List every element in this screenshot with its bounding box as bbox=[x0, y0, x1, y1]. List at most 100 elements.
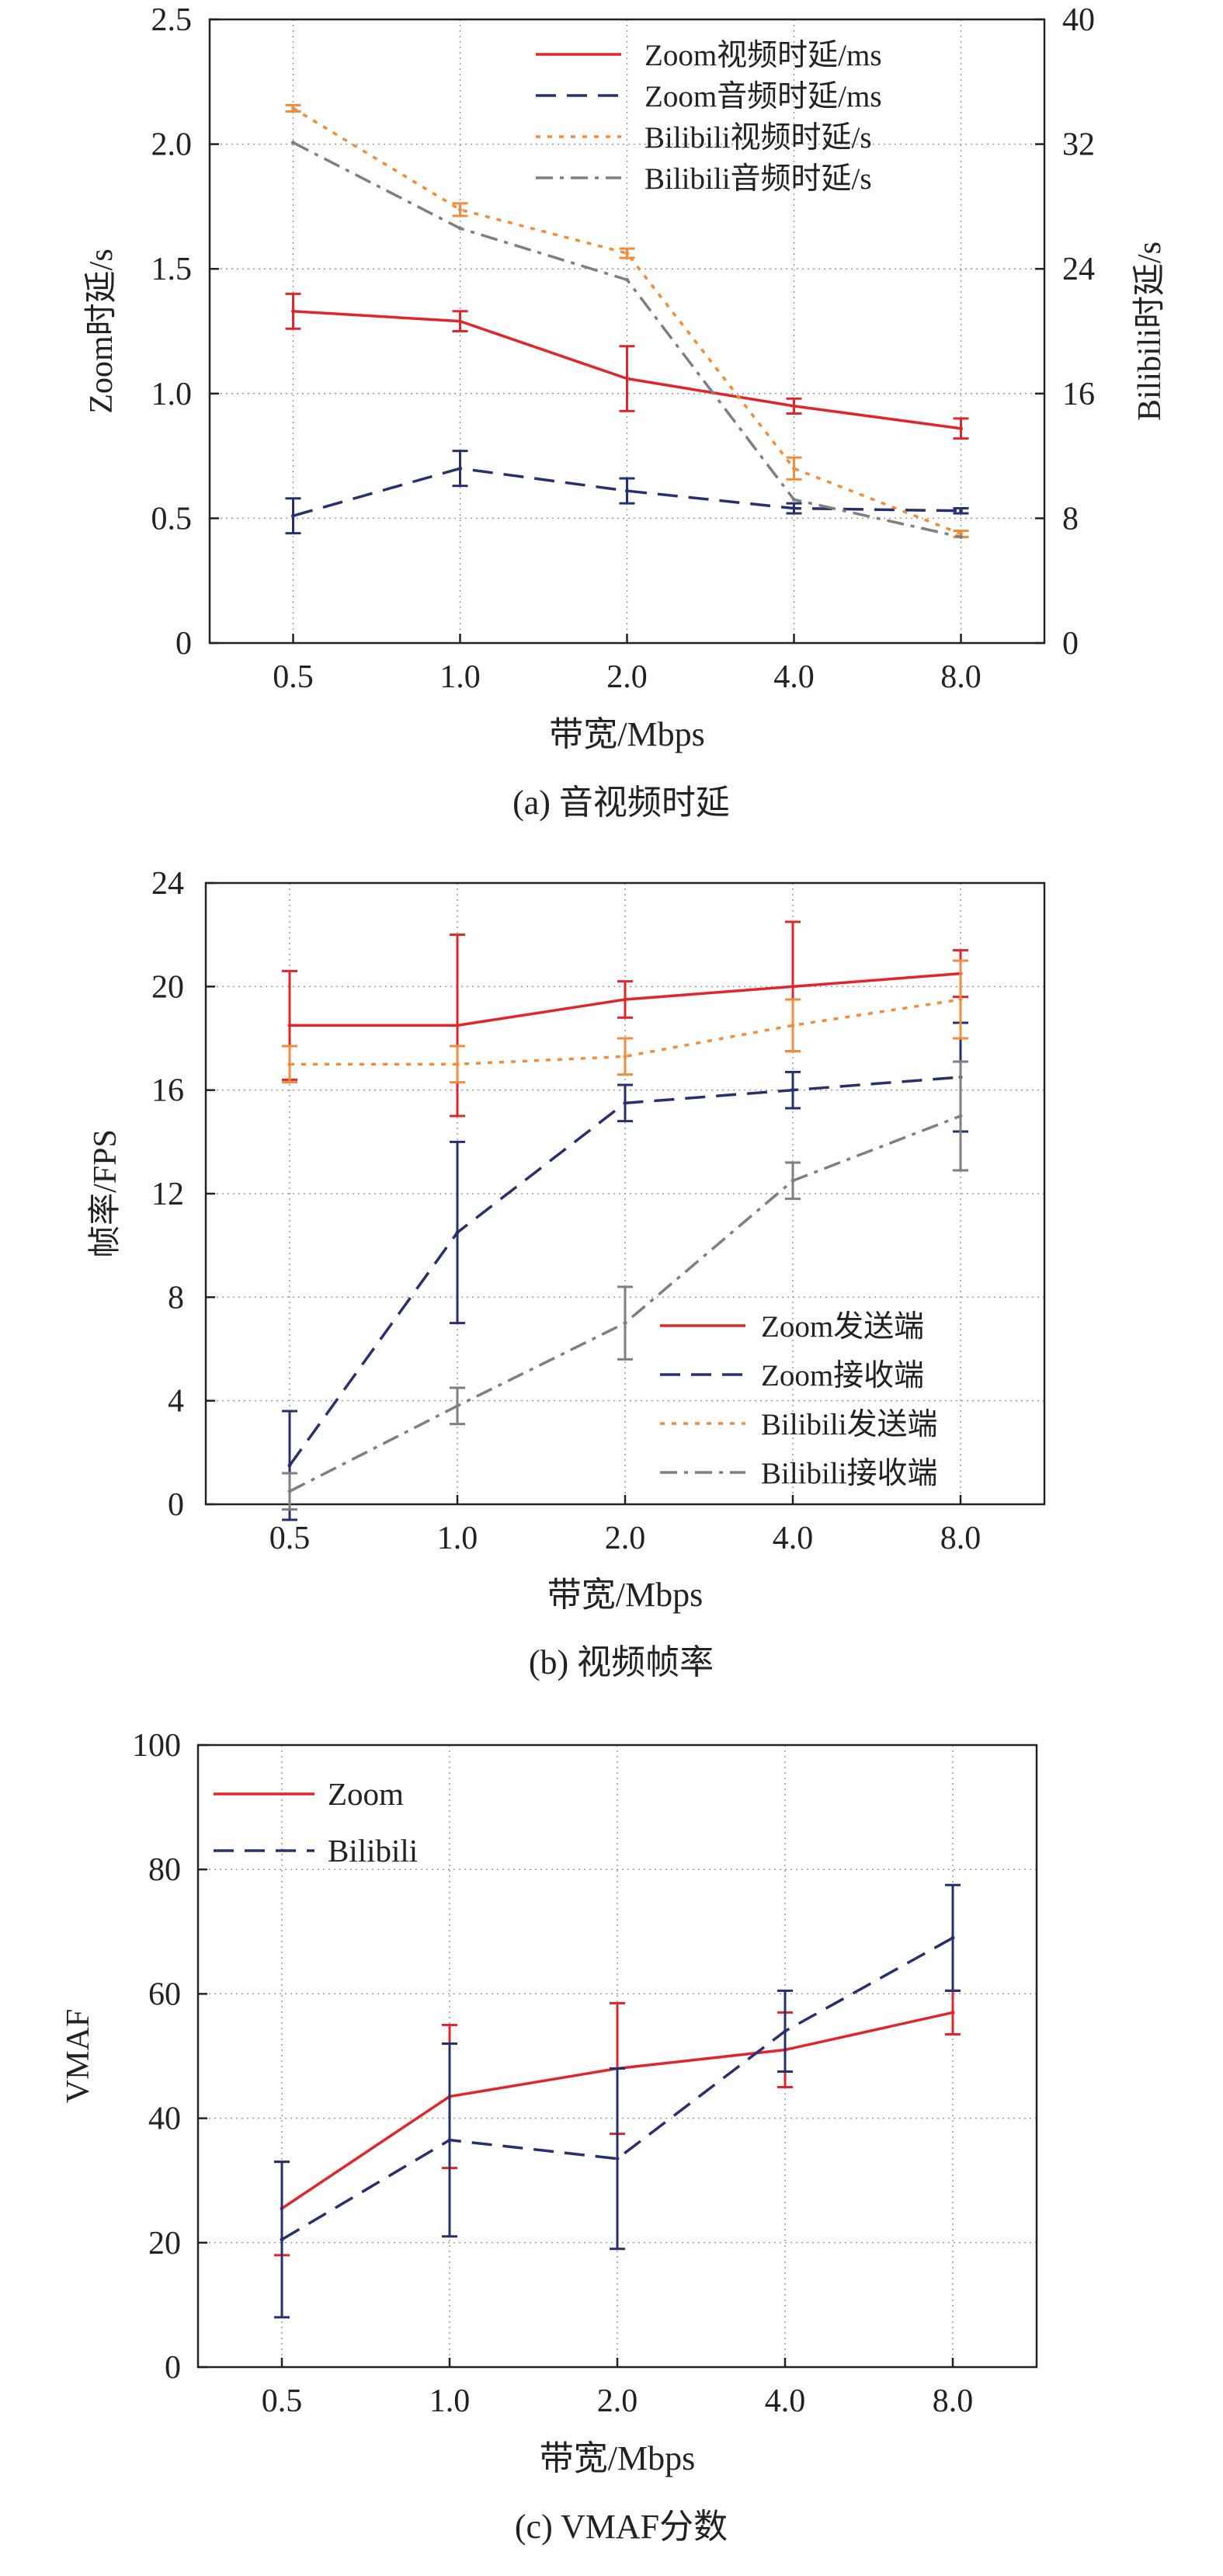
panel-caption: (c) VMAF分数 bbox=[515, 2508, 728, 2546]
data-point bbox=[287, 1023, 292, 1027]
series-line bbox=[292, 106, 962, 536]
legend-label: Bilibili接收端 bbox=[761, 1457, 938, 1490]
x-tick-label: 4.0 bbox=[773, 659, 815, 695]
x-tick-label: 1.0 bbox=[429, 2383, 471, 2419]
x-tick-label: 8.0 bbox=[940, 659, 982, 695]
x-tick-label: 1.0 bbox=[437, 1521, 478, 1556]
data-point bbox=[291, 513, 295, 518]
y-axis-label: Zoom时延/s bbox=[84, 249, 120, 413]
y-tick-label: 2.0 bbox=[151, 127, 193, 163]
legend-label: Zoom发送端 bbox=[761, 1310, 924, 1344]
data-point bbox=[623, 1054, 627, 1059]
x-axis-label: 带宽/Mbps bbox=[540, 2439, 695, 2477]
x-tick-label: 0.5 bbox=[262, 2383, 303, 2419]
y2-axis-label: Bilibili时延/s bbox=[1132, 242, 1168, 421]
y-tick-label: 2.5 bbox=[151, 2, 193, 38]
data-point bbox=[287, 1463, 292, 1468]
data-point bbox=[959, 534, 963, 539]
x-tick-label: 0.5 bbox=[273, 659, 314, 695]
y-tick-label: 40 bbox=[148, 2101, 181, 2137]
x-tick-label: 0.5 bbox=[269, 1521, 311, 1556]
data-point bbox=[623, 1321, 627, 1326]
legend-label: Bilibili视频时延/s bbox=[645, 121, 872, 155]
data-point bbox=[792, 404, 796, 408]
chart-b-series-4 bbox=[282, 1060, 968, 1511]
data-point bbox=[792, 497, 796, 502]
series-line bbox=[281, 1936, 954, 2241]
series-line bbox=[290, 998, 961, 1066]
y-tick-label: 0 bbox=[168, 1487, 184, 1523]
data-point bbox=[458, 207, 462, 212]
y2-tick-label: 0 bbox=[1062, 626, 1079, 662]
data-point bbox=[458, 466, 462, 471]
panel-caption: (a) 音视频时延 bbox=[512, 784, 730, 822]
x-axis-label: 带宽/Mbps bbox=[547, 1576, 703, 1614]
data-point bbox=[790, 984, 795, 989]
data-point bbox=[790, 1178, 795, 1183]
x-tick-label: 2.0 bbox=[597, 2383, 638, 2419]
y-tick-label: 80 bbox=[148, 1852, 181, 1888]
x-axis-label: 带宽/Mbps bbox=[549, 715, 704, 753]
y-tick-label: 1.0 bbox=[151, 377, 193, 412]
y-tick-label: 0.5 bbox=[151, 501, 193, 537]
chart-a-series-1 bbox=[285, 292, 969, 440]
data-point bbox=[291, 106, 295, 110]
data-point bbox=[625, 277, 629, 282]
data-point bbox=[615, 2157, 620, 2161]
y-tick-label: 0 bbox=[175, 626, 192, 662]
data-point bbox=[783, 2028, 787, 2033]
legend-label: Zoom音频时延/ms bbox=[645, 80, 882, 113]
chart-b-series-3 bbox=[282, 959, 968, 1084]
data-point bbox=[447, 2138, 452, 2143]
data-point bbox=[790, 1023, 795, 1027]
chart-a-series-3 bbox=[285, 103, 969, 538]
data-point bbox=[458, 319, 462, 324]
panel-caption: (b) 视频帧率 bbox=[529, 1643, 714, 1681]
data-point bbox=[291, 309, 295, 314]
data-point bbox=[625, 251, 629, 256]
y-tick-label: 1.5 bbox=[151, 252, 193, 287]
y-tick-label: 100 bbox=[132, 1728, 181, 1764]
y2-tick-label: 8 bbox=[1062, 501, 1079, 537]
data-point bbox=[950, 1935, 955, 1940]
data-point bbox=[792, 506, 796, 511]
y2-tick-label: 16 bbox=[1062, 377, 1095, 412]
series-line bbox=[288, 1076, 961, 1467]
data-point bbox=[623, 997, 627, 1002]
y2-tick-label: 24 bbox=[1062, 252, 1095, 287]
x-tick-label: 2.0 bbox=[606, 659, 648, 695]
y-tick-label: 20 bbox=[148, 2226, 181, 2261]
data-point bbox=[790, 1088, 795, 1093]
x-tick-label: 8.0 bbox=[933, 2383, 974, 2419]
data-point bbox=[958, 997, 963, 1002]
y-tick-label: 0 bbox=[165, 2350, 181, 2386]
data-point bbox=[455, 1062, 460, 1066]
legend-label: Bilibili bbox=[328, 1833, 418, 1869]
legend-label: Bilibili音频时延/s bbox=[645, 162, 872, 196]
y-tick-label: 60 bbox=[148, 1976, 181, 2012]
x-tick-label: 4.0 bbox=[765, 2383, 806, 2419]
chart-b-series-2 bbox=[282, 1021, 968, 1521]
data-point bbox=[959, 426, 963, 431]
y2-tick-label: 40 bbox=[1062, 2, 1095, 38]
data-point bbox=[625, 488, 629, 493]
x-tick-label: 8.0 bbox=[940, 1521, 982, 1556]
chart-b: 0.5 1.0 2.0 4.0 8.0 0 4 8 12 16 20 24 帧率/FPS 带宽/Mbps (… bbox=[87, 866, 1046, 1681]
data-point bbox=[959, 509, 963, 513]
y-tick-label: 12 bbox=[151, 1177, 184, 1212]
data-point bbox=[287, 1062, 292, 1066]
x-tick-label: 1.0 bbox=[440, 659, 481, 695]
data-point bbox=[959, 531, 963, 536]
chart-a: 0.5 1.0 2.0 4.0 8.0 0 0.5 1.0 1.5 2.0 2.5 0 8 16 24 32 4… bbox=[84, 2, 1168, 822]
chart-c-series-2 bbox=[274, 1883, 961, 2319]
data-point bbox=[455, 1023, 460, 1027]
chart-a-series-2 bbox=[285, 450, 969, 535]
x-tick-label: 2.0 bbox=[605, 1521, 646, 1556]
y-axis-label: 帧率/FPS bbox=[87, 1129, 123, 1258]
legend-label: Bilibili发送端 bbox=[761, 1408, 938, 1441]
data-point bbox=[625, 377, 629, 381]
data-point bbox=[950, 2010, 955, 2015]
data-point bbox=[458, 226, 462, 231]
legend-label: Zoom接收端 bbox=[761, 1359, 924, 1392]
